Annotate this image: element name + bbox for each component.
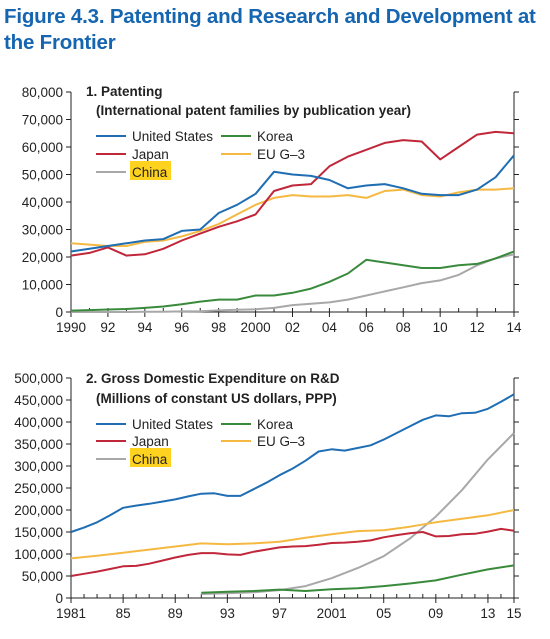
x-tick-label: 96	[174, 320, 189, 335]
legend-label-china: China	[132, 452, 168, 467]
series-line-china	[71, 253, 515, 313]
x-tick-label: 92	[100, 320, 115, 335]
x-tick-label: 06	[359, 320, 374, 335]
series-line-united-states	[70, 154, 515, 253]
x-tick-label: 85	[116, 606, 131, 621]
legend-label-eu-g-3: EU G–3	[257, 147, 305, 162]
panel-title: 2. Gross Domestic Expenditure on R&D	[86, 371, 340, 386]
y-tick-label: 50,000	[22, 168, 63, 183]
legend-highlight-china	[130, 161, 171, 180]
series-line-united-states	[70, 393, 515, 533]
x-tick-label: 1981	[56, 606, 86, 621]
x-tick-label: 1990	[56, 320, 86, 335]
x-tick-label: 13	[480, 606, 495, 621]
legend-label-united-states: United States	[132, 417, 213, 432]
panel-subtitle: (Millions of constant US dollars, PPP)	[96, 391, 337, 406]
y-tick-label: 20,000	[22, 250, 63, 265]
y-tick-label: 40,000	[22, 195, 63, 210]
y-tick-label: 60,000	[22, 140, 63, 155]
panel-subtitle: (International patent families by public…	[96, 103, 411, 118]
y-tick-label: 300,000	[14, 459, 63, 474]
x-tick-label: 04	[322, 320, 338, 335]
y-tick-label: 350,000	[14, 437, 63, 452]
series-line-japan	[70, 130, 515, 257]
y-tick-label: 50,000	[22, 569, 63, 584]
legend-label-united-states: United States	[132, 129, 213, 144]
legend-label-korea: Korea	[257, 129, 294, 144]
y-tick-label: 100,000	[14, 547, 63, 562]
x-tick-label: 2000	[241, 320, 271, 335]
y-tick-label: 450,000	[14, 393, 63, 408]
x-tick-label: 97	[272, 606, 287, 621]
x-tick-label: 08	[396, 320, 411, 335]
y-tick-label: 80,000	[22, 85, 63, 100]
x-tick-label: 02	[285, 320, 300, 335]
series-line-korea	[70, 250, 515, 312]
y-tick-label: 0	[55, 591, 63, 606]
y-tick-label: 400,000	[14, 415, 63, 430]
x-tick-label: 93	[220, 606, 235, 621]
panel-title: 1. Patenting	[86, 84, 163, 99]
x-tick-label: 12	[470, 320, 485, 335]
x-tick-label: 98	[211, 320, 226, 335]
legend-label-korea: Korea	[257, 417, 294, 432]
x-tick-label: 10	[433, 320, 448, 335]
x-tick-label: 15	[506, 606, 521, 621]
y-tick-label: 250,000	[14, 481, 63, 496]
legend-label-china: China	[132, 165, 168, 180]
legend-label-japan: Japan	[132, 147, 169, 162]
series-line-japan	[70, 527, 515, 577]
legend-highlight-china	[130, 448, 171, 467]
y-tick-label: 0	[55, 305, 63, 320]
series-line-korea	[201, 564, 515, 594]
x-tick-label: 2001	[317, 606, 347, 621]
legend-label-eu-g-3: EU G–3	[257, 434, 305, 449]
x-tick-label: 09	[428, 606, 443, 621]
y-tick-label: 10,000	[22, 278, 63, 293]
y-tick-label: 70,000	[22, 113, 63, 128]
x-tick-label: 94	[137, 320, 153, 335]
y-tick-label: 30,000	[22, 223, 63, 238]
series-line-eu-g-3	[70, 187, 515, 247]
series-line-eu-g-3	[70, 509, 515, 560]
y-tick-label: 150,000	[14, 525, 63, 540]
series-line-china	[201, 432, 515, 595]
x-tick-label: 89	[168, 606, 183, 621]
y-tick-label: 500,000	[14, 371, 63, 386]
figure-title: Figure 4.3. Patenting and Research and D…	[4, 5, 536, 54]
x-tick-label: 05	[376, 606, 391, 621]
x-tick-label: 14	[506, 320, 522, 335]
y-tick-label: 200,000	[14, 503, 63, 518]
legend-label-japan: Japan	[132, 434, 169, 449]
